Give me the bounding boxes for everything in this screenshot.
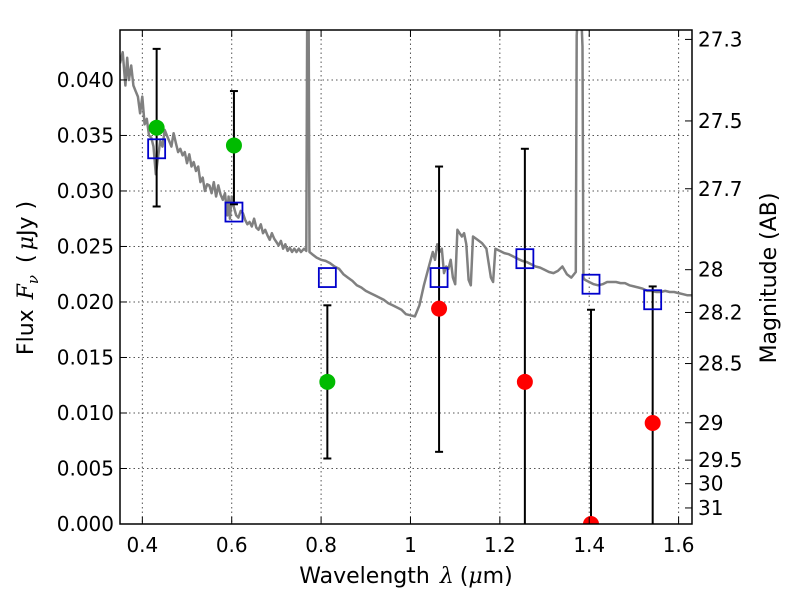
y-axis-title-subscript: ν	[24, 275, 42, 284]
model-spectrum-line	[120, 30, 692, 318]
y-tick-label: 0.005	[57, 456, 114, 480]
observed-point	[583, 516, 600, 524]
y2-tick-label: 28	[698, 258, 723, 282]
model-photometry-point	[147, 138, 167, 160]
observed-point	[319, 373, 336, 390]
observed-point	[644, 414, 661, 431]
y2-tick-label: 31	[698, 496, 723, 520]
observed-photometry	[148, 119, 661, 524]
y-tick-label: 0.010	[57, 401, 114, 425]
x-tick-label: 0.8	[305, 533, 337, 557]
y-tick-label: 0.015	[57, 345, 114, 369]
x-axis-title: Wavelength λ (μm)	[299, 564, 512, 589]
observed-point	[148, 119, 165, 136]
x-axis-title-symbol: λ	[439, 564, 454, 589]
model-photometry-point	[643, 289, 663, 311]
y2-tick-label: 27.7	[698, 177, 743, 201]
y-tick-label: 0.025	[57, 234, 114, 258]
y2-tick-label: 27.5	[698, 109, 743, 133]
model-photometry	[147, 138, 663, 311]
x-axis-title-prefix: Wavelength	[299, 564, 430, 589]
x-tick-label: 0.6	[216, 533, 248, 557]
x-tick-label: 1.2	[484, 533, 516, 557]
y2-tick-label: 29	[698, 411, 723, 435]
x-tick-label: 1.4	[573, 533, 605, 557]
x-axis-title-unit-rest: m)	[483, 564, 513, 589]
y-tick-label: 0.040	[57, 68, 114, 92]
x-axis-title-unit-mu: μ	[468, 564, 482, 589]
y-axis-title-symbol: F	[14, 283, 39, 300]
y-axis-title-unit-rest: Jy )	[14, 201, 39, 238]
model-photometry-point	[581, 273, 601, 295]
x-tick-label: 0.4	[126, 533, 158, 557]
y-tick-label: 0.020	[57, 290, 114, 314]
y2-tick-label: 28.2	[698, 300, 743, 324]
y2-tick-label: 27.3	[698, 27, 743, 51]
model-photometry-point	[224, 201, 244, 223]
x-tick-label: 1.6	[663, 533, 695, 557]
y-axis-title-unit-open: (	[14, 254, 39, 263]
model-spectrum	[120, 30, 692, 318]
tick-labels: 0.4 0.6 0.8 1 1.2 1.4 1.6 0.000 0.005 0.010 0.015 0…	[57, 27, 743, 557]
y-tick-label: 0.000	[57, 512, 114, 536]
grid-lines	[120, 30, 692, 524]
x-tick-label: 1	[404, 533, 417, 557]
observed-point	[431, 300, 448, 317]
plot-frame	[119, 29, 693, 525]
y-axis-title-prefix: Flux	[14, 309, 39, 355]
model-photometry-point	[429, 267, 449, 288]
observed-point	[516, 373, 533, 390]
y-tick-label: 0.035	[57, 123, 114, 147]
x-axis-title-unit-open: (	[460, 564, 469, 589]
y2-tick-label: 29.5	[698, 448, 743, 472]
axis-ticks	[120, 30, 692, 525]
model-photometry-point	[317, 267, 337, 288]
y2-tick-label: 30	[698, 472, 723, 496]
y2-axis-title: Magnitude (AB)	[757, 193, 782, 364]
y-axis-title-unit-mu: μ	[14, 236, 39, 250]
model-photometry-point	[515, 248, 535, 270]
observed-point	[225, 137, 242, 154]
error-bars	[152, 47, 657, 524]
y-tick-label: 0.030	[57, 179, 114, 203]
y-axis-title: Flux Fν ( μJy )	[14, 201, 42, 355]
y2-tick-label: 28.5	[698, 352, 743, 376]
